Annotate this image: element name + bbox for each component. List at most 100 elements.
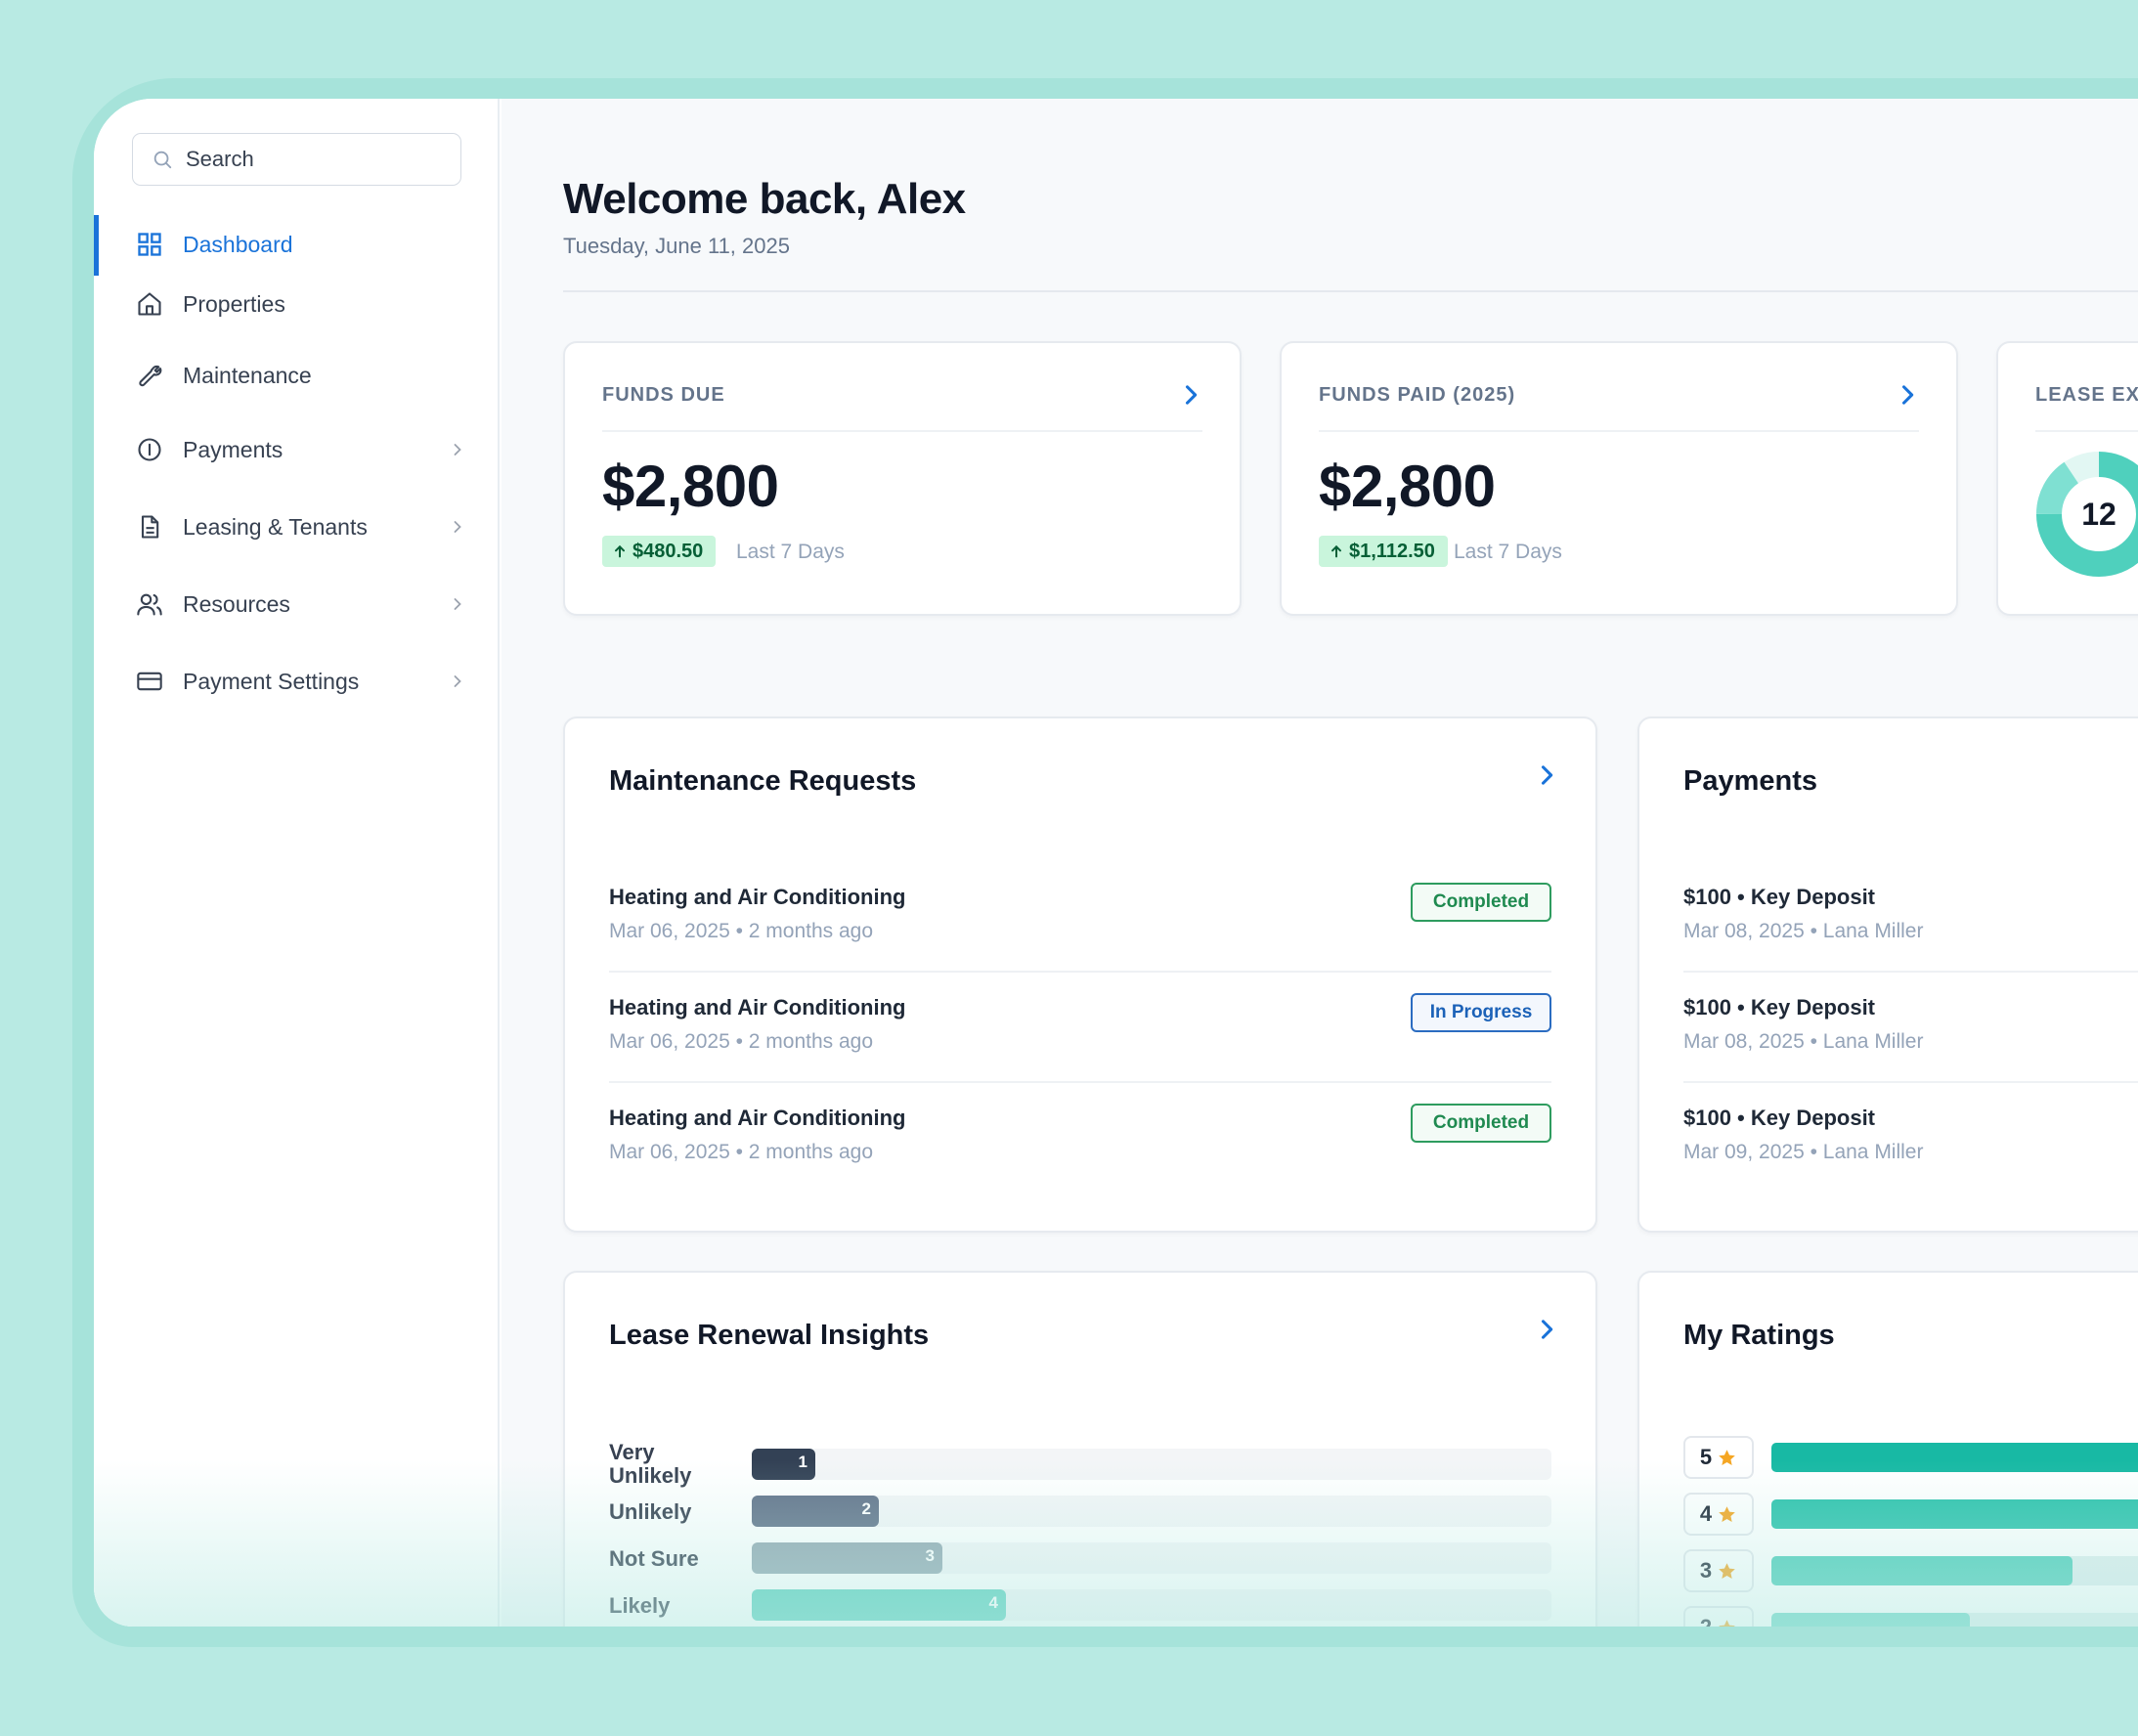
rating-value: 4 xyxy=(1699,1501,1713,1526)
main-content: Welcome back, Alex Tuesday, June 11, 202… xyxy=(502,99,2138,1627)
rating-bar xyxy=(1771,1556,2073,1585)
page-date: Tuesday, June 11, 2025 xyxy=(563,234,790,258)
insight-bar: 1 xyxy=(752,1449,815,1480)
sidebar-item-label: Payment Settings xyxy=(183,668,360,694)
status-badge: In Progress xyxy=(1411,993,1551,1032)
lease-expiring-card[interactable]: LEASE EXI 12 xyxy=(1996,341,2138,616)
row-divider xyxy=(1683,1081,2138,1083)
insight-track: 1 xyxy=(752,1449,1551,1480)
rating-track xyxy=(1771,1556,2138,1585)
request-meta: Mar 06, 2025 • 2 months ago xyxy=(609,920,874,942)
sidebar-item-resources[interactable]: Resources xyxy=(94,577,500,631)
request-title: Heating and Air Conditioning xyxy=(609,885,906,909)
rating-track xyxy=(1771,1499,2138,1529)
chevron-right-icon[interactable] xyxy=(1894,381,1921,409)
card-divider xyxy=(2035,430,2138,432)
grid-icon xyxy=(138,233,161,256)
sidebar-item-payments[interactable]: Payments xyxy=(94,422,500,477)
rating-track xyxy=(1771,1443,2138,1472)
funds-due-card[interactable]: FUNDS DUE $2,800 $480.50 Last 7 Days xyxy=(563,341,1242,616)
active-indicator xyxy=(94,215,99,276)
payment-title: $100 • Key Deposit xyxy=(1683,885,1876,909)
insight-label: Unlikely xyxy=(609,1499,692,1524)
request-title: Heating and Air Conditioning xyxy=(609,1106,906,1130)
rating-value: 2 xyxy=(1700,1615,1712,1627)
sidebar: Search Dashboard Properties Maintenance … xyxy=(94,99,500,1627)
insight-bar: 2 xyxy=(752,1496,879,1527)
search-icon xyxy=(153,151,172,169)
search-placeholder: Search xyxy=(186,147,254,171)
sidebar-item-label: Leasing & Tenants xyxy=(183,513,368,540)
insight-bar: 4 xyxy=(752,1589,1006,1621)
insight-track: 2 xyxy=(752,1496,1551,1527)
credit-card-icon xyxy=(137,672,162,691)
info-icon xyxy=(138,438,161,461)
maintenance-row[interactable]: Heating and Air Conditioning Mar 06, 202… xyxy=(609,1104,1551,1215)
request-meta: Mar 06, 2025 • 2 months ago xyxy=(609,1030,874,1053)
status-badge: Completed xyxy=(1411,1104,1551,1143)
rating-stars-label: 3 xyxy=(1683,1549,1754,1592)
panel-title: Maintenance Requests xyxy=(609,765,917,797)
sidebar-item-properties[interactable]: Properties xyxy=(94,277,500,331)
row-divider xyxy=(609,1081,1551,1083)
sidebar-item-label: Maintenance xyxy=(183,362,312,388)
chevron-right-icon xyxy=(454,521,461,533)
panel-title: My Ratings xyxy=(1683,1320,1835,1351)
payment-row[interactable]: $100 • Key Deposit Mar 09, 2025 • Lana M… xyxy=(1683,1106,2138,1215)
maintenance-row[interactable]: Heating and Air Conditioning Mar 06, 202… xyxy=(609,993,1551,1105)
users-icon xyxy=(137,593,162,616)
chevron-right-icon xyxy=(454,598,461,610)
rating-stars-label: 4 xyxy=(1683,1493,1754,1536)
stat-value: $2,800 xyxy=(1319,454,1496,519)
delta-badge: $480.50 xyxy=(602,536,717,567)
insight-track: 3 xyxy=(752,1542,1551,1574)
star-icon xyxy=(1719,1505,1735,1522)
card-divider xyxy=(1319,430,1919,432)
panel-title: Payments xyxy=(1683,765,1818,797)
wrench-icon xyxy=(139,365,162,387)
stat-title: LEASE EXI xyxy=(2035,384,2138,406)
payment-meta: Mar 09, 2025 • Lana Miller xyxy=(1683,1141,1924,1163)
sidebar-item-maintenance[interactable]: Maintenance xyxy=(94,348,500,403)
funds-paid-card[interactable]: FUNDS PAID (2025) $2,800 $1,112.50 Last … xyxy=(1280,341,1958,616)
chevron-right-icon xyxy=(454,675,461,687)
sidebar-item-label: Resources xyxy=(183,590,290,617)
rating-bar xyxy=(1771,1443,2138,1472)
sidebar-item-payment-settings[interactable]: Payment Settings xyxy=(94,654,500,709)
period-label: Last 7 Days xyxy=(1454,541,1562,563)
payment-row[interactable]: $100 • Key Deposit Mar 08, 2025 • Lana M… xyxy=(1683,885,2138,994)
header-divider xyxy=(563,290,2138,292)
request-meta: Mar 06, 2025 • 2 months ago xyxy=(609,1141,874,1163)
payment-row[interactable]: $100 • Key Deposit Mar 08, 2025 • Lana M… xyxy=(1683,995,2138,1105)
insight-track: 4 xyxy=(752,1589,1551,1621)
sidebar-item-label: Dashboard xyxy=(183,231,293,257)
payment-title: $100 • Key Deposit xyxy=(1683,1106,1876,1130)
status-badge: Completed xyxy=(1411,883,1551,922)
rating-stars-label: 2 xyxy=(1683,1606,1754,1627)
sidebar-item-label: Properties xyxy=(183,290,285,317)
chevron-right-icon xyxy=(454,444,461,456)
document-icon xyxy=(141,515,159,539)
insight-value: 1 xyxy=(798,1453,807,1471)
page-title: Welcome back, Alex xyxy=(563,175,966,223)
row-divider xyxy=(1683,971,2138,973)
delta-badge: $1,112.50 xyxy=(1319,536,1448,567)
search-input[interactable]: Search xyxy=(132,133,461,186)
star-icon xyxy=(1719,1449,1735,1465)
maintenance-row[interactable]: Heating and Air Conditioning Mar 06, 202… xyxy=(609,883,1551,994)
chevron-right-icon[interactable] xyxy=(1533,1316,1560,1343)
payment-meta: Mar 08, 2025 • Lana Miller xyxy=(1683,1030,1924,1053)
star-icon xyxy=(1719,1619,1735,1627)
home-icon xyxy=(138,292,161,316)
chevron-right-icon[interactable] xyxy=(1177,381,1204,409)
sidebar-item-label: Payments xyxy=(183,436,284,462)
payments-panel: Payments $100 • Key Deposit Mar 08, 2025… xyxy=(1637,716,2138,1233)
sidebar-item-dashboard[interactable]: Dashboard xyxy=(94,217,500,272)
insight-value: 4 xyxy=(988,1593,998,1612)
card-divider xyxy=(602,430,1202,432)
sidebar-item-leasing-tenants[interactable]: Leasing & Tenants xyxy=(94,499,500,554)
payment-meta: Mar 08, 2025 • Lana Miller xyxy=(1683,920,1924,942)
chevron-right-icon[interactable] xyxy=(1533,761,1560,789)
insight-value: 3 xyxy=(925,1546,935,1565)
rating-value: 3 xyxy=(1699,1558,1713,1583)
